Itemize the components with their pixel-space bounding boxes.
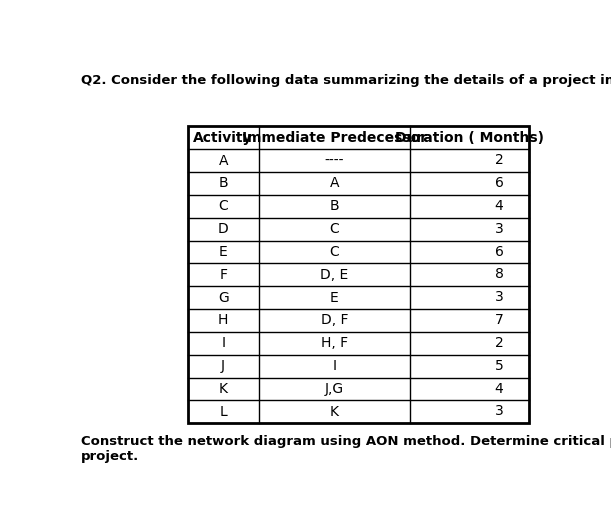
Text: G: G <box>218 290 229 305</box>
Text: E: E <box>330 290 339 305</box>
Text: I: I <box>221 336 225 350</box>
Text: 7: 7 <box>495 313 503 327</box>
Text: C: C <box>329 245 339 259</box>
Text: C: C <box>218 199 228 213</box>
Text: H, F: H, F <box>321 336 348 350</box>
Text: D, F: D, F <box>321 314 348 327</box>
Text: I: I <box>332 359 337 373</box>
Text: 6: 6 <box>494 176 503 190</box>
Text: D, E: D, E <box>320 268 348 282</box>
Text: A: A <box>330 176 339 191</box>
Text: 2: 2 <box>495 336 503 350</box>
Text: 4: 4 <box>495 199 503 213</box>
Text: Duration ( Months): Duration ( Months) <box>395 131 544 145</box>
Text: C: C <box>329 222 339 236</box>
Text: L: L <box>219 405 227 419</box>
Text: E: E <box>219 245 227 259</box>
Text: Construct the network diagram using AON method. Determine critical path and tota: Construct the network diagram using AON … <box>81 436 611 464</box>
Text: A: A <box>218 154 228 167</box>
Text: ----: ---- <box>324 154 344 167</box>
Text: 8: 8 <box>494 268 503 281</box>
Text: 4: 4 <box>495 382 503 395</box>
Text: J: J <box>221 359 225 373</box>
Text: J,G: J,G <box>325 382 344 396</box>
Text: F: F <box>219 268 227 282</box>
Text: Activity: Activity <box>194 131 253 145</box>
Text: D: D <box>218 222 229 236</box>
Text: Immediate Predecessor: Immediate Predecessor <box>242 131 427 145</box>
Text: 3: 3 <box>495 404 503 419</box>
Text: K: K <box>219 382 228 396</box>
Text: H: H <box>218 314 229 327</box>
Text: 3: 3 <box>495 290 503 304</box>
Text: Q2. Consider the following data summarizing the details of a project involving 1: Q2. Consider the following data summariz… <box>81 73 611 87</box>
Text: 6: 6 <box>494 244 503 259</box>
Text: K: K <box>330 405 339 419</box>
Text: B: B <box>218 176 228 191</box>
Text: 3: 3 <box>495 222 503 236</box>
Text: 5: 5 <box>495 359 503 373</box>
Text: B: B <box>329 199 339 213</box>
Text: 2: 2 <box>495 153 503 167</box>
